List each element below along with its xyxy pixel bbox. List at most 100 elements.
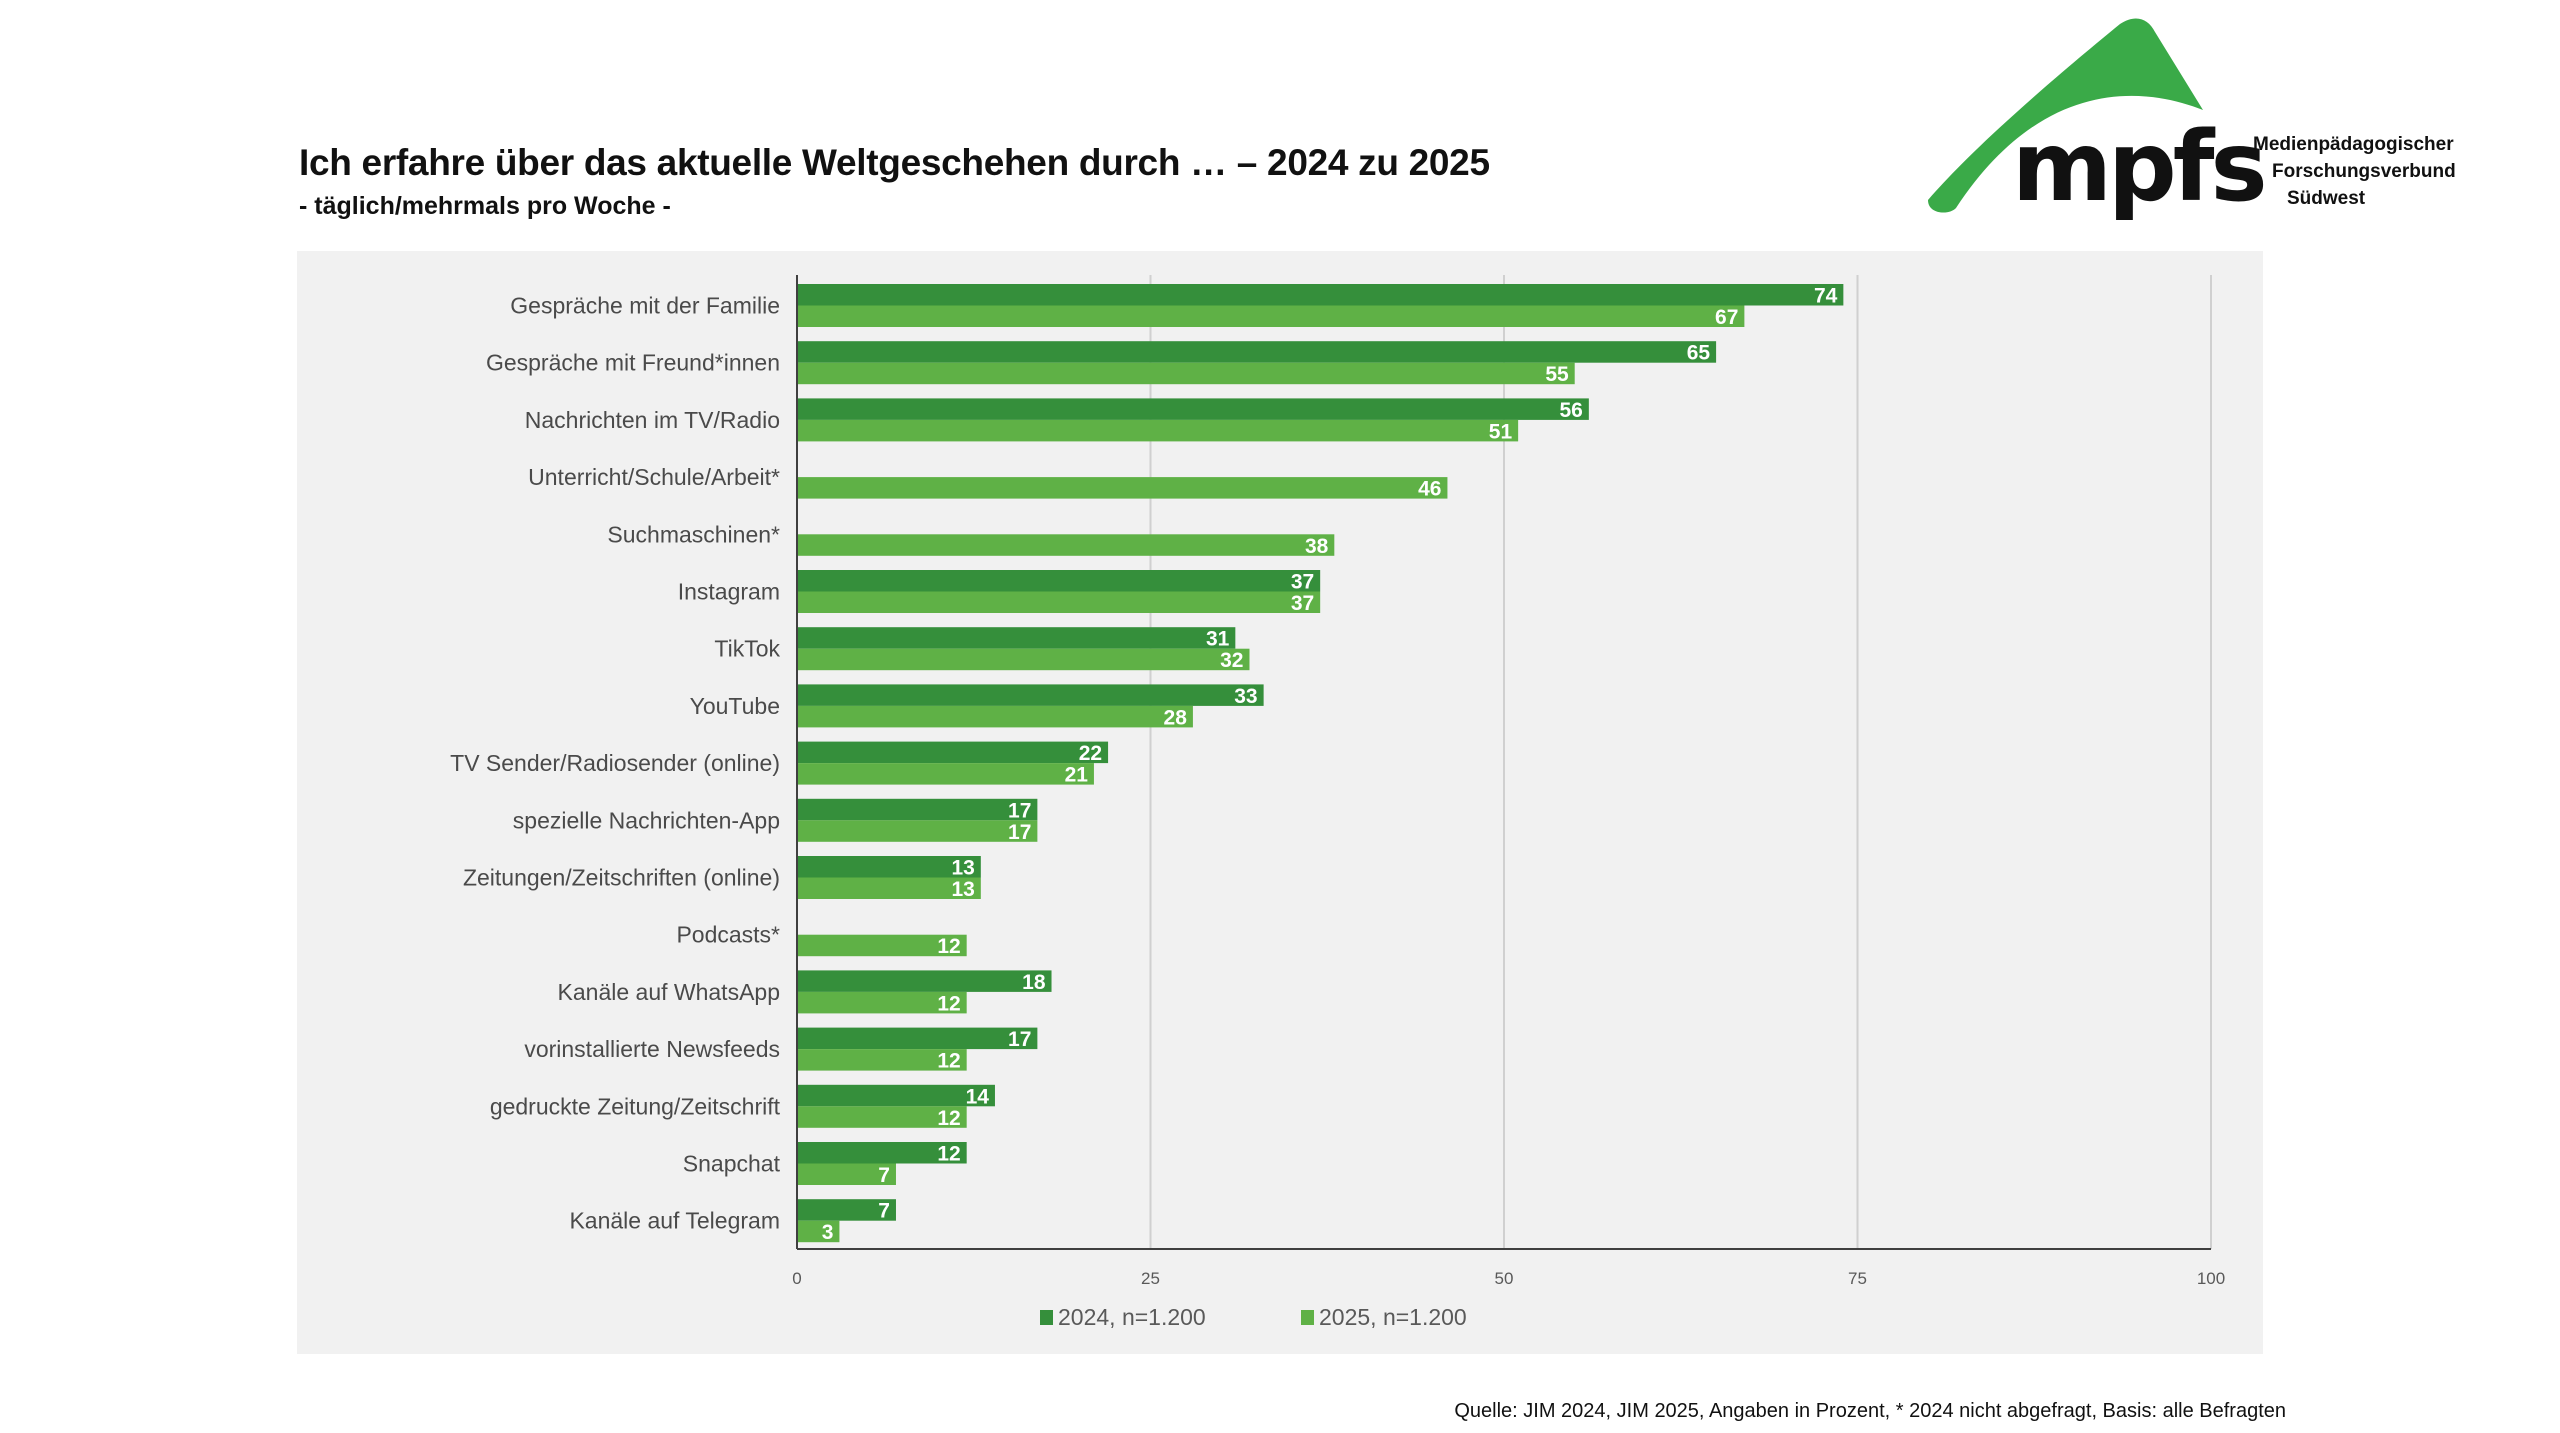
bar-2024 bbox=[797, 1084, 995, 1107]
x-tick-label: 100 bbox=[2197, 1269, 2225, 1288]
legend-swatch-2025 bbox=[1301, 1310, 1314, 1325]
x-tick-label: 25 bbox=[1141, 1269, 1160, 1288]
bar-2024 bbox=[797, 341, 1717, 363]
x-tick-label: 75 bbox=[1848, 1269, 1867, 1288]
value-label: 37 bbox=[1291, 571, 1314, 594]
value-label: 12 bbox=[937, 1143, 960, 1166]
logo-wordmark: mpfs bbox=[2012, 111, 2264, 223]
bar-2024 bbox=[797, 1142, 967, 1164]
bar-2025 bbox=[797, 477, 1448, 499]
category-label: Unterricht/Schule/Arbeit* bbox=[528, 464, 780, 490]
value-label: 17 bbox=[1008, 1028, 1031, 1051]
category-label: Suchmaschinen* bbox=[607, 521, 780, 547]
bar-2025 bbox=[797, 763, 1094, 785]
value-label: 67 bbox=[1715, 306, 1738, 329]
value-label: 7 bbox=[878, 1164, 890, 1187]
x-tick-label: 50 bbox=[1495, 1269, 1514, 1288]
category-label: TV Sender/Radiosender (online) bbox=[450, 750, 780, 776]
legend-item-2025: 2025, n=1.200 bbox=[1301, 1304, 1467, 1331]
legend-label-2025: 2025, n=1.200 bbox=[1319, 1304, 1467, 1330]
bar-2025 bbox=[797, 419, 1519, 442]
category-label: TikTok bbox=[714, 636, 780, 662]
bar-2025 bbox=[797, 1049, 967, 1071]
bar-2025 bbox=[797, 362, 1575, 385]
bar-2024 bbox=[797, 970, 1052, 992]
bar-2025 bbox=[797, 1106, 967, 1128]
category-label: spezielle Nachrichten-App bbox=[513, 807, 780, 833]
bar-2025 bbox=[797, 991, 967, 1014]
value-label: 74 bbox=[1814, 285, 1838, 308]
mpfs-logo: mpfs Medienpädagogischer Forschungsverbu… bbox=[1920, 10, 2520, 230]
value-label: 17 bbox=[1008, 821, 1031, 844]
value-label: 38 bbox=[1305, 535, 1329, 558]
value-label: 21 bbox=[1065, 764, 1089, 787]
value-label: 13 bbox=[951, 857, 974, 880]
bar-2025 bbox=[797, 591, 1321, 613]
value-label: 18 bbox=[1022, 971, 1046, 994]
category-label: Gespräche mit Freund*innen bbox=[486, 350, 780, 376]
value-label: 56 bbox=[1559, 399, 1582, 422]
legend-swatch-2024 bbox=[1040, 1310, 1053, 1325]
bar-2025 bbox=[797, 934, 967, 957]
bar-2024 bbox=[797, 856, 981, 878]
legend-item-2024: 2024, n=1.200 bbox=[1040, 1304, 1206, 1331]
category-label: Kanäle auf Telegram bbox=[569, 1208, 780, 1234]
value-label: 55 bbox=[1545, 363, 1569, 386]
bar-2025 bbox=[797, 305, 1745, 327]
value-label: 28 bbox=[1164, 706, 1188, 729]
logo-line-2: Forschungsverbund bbox=[2272, 161, 2456, 182]
logo-arc-icon: mpfs bbox=[1928, 18, 2268, 223]
bar-2025 bbox=[797, 820, 1038, 842]
logo-line-1: Medienpädagogischer bbox=[2253, 134, 2454, 155]
value-label: 65 bbox=[1687, 342, 1711, 365]
value-label: 13 bbox=[951, 878, 974, 901]
value-label: 31 bbox=[1206, 628, 1230, 651]
value-label: 12 bbox=[937, 992, 960, 1015]
source-note: Quelle: JIM 2024, JIM 2025, Angaben in P… bbox=[1454, 1400, 2286, 1422]
category-label: vorinstallierte Newsfeeds bbox=[524, 1036, 780, 1062]
bar-2025 bbox=[797, 877, 981, 899]
category-label: Snapchat bbox=[683, 1151, 781, 1177]
category-label: Zeitungen/Zeitschriften (online) bbox=[463, 865, 780, 891]
value-label: 33 bbox=[1234, 685, 1257, 708]
value-label: 14 bbox=[966, 1085, 990, 1108]
bar-2024 bbox=[797, 284, 1844, 306]
bar-2024 bbox=[797, 1199, 896, 1221]
chart-subtitle: - täglich/mehrmals pro Woche - bbox=[299, 192, 671, 220]
value-label: 12 bbox=[937, 935, 960, 958]
bar-2024 bbox=[797, 798, 1038, 821]
legend-label-2024: 2024, n=1.200 bbox=[1058, 1304, 1206, 1330]
category-label: Podcasts* bbox=[676, 922, 780, 948]
x-tick-label: 0 bbox=[792, 1269, 801, 1288]
category-label: gedruckte Zeitung/Zeitschrift bbox=[490, 1093, 781, 1119]
bar-2024 bbox=[797, 684, 1264, 706]
bar-2025 bbox=[797, 1220, 840, 1243]
value-label: 3 bbox=[822, 1221, 834, 1244]
bar-2025 bbox=[797, 648, 1250, 671]
value-label: 12 bbox=[937, 1050, 960, 1073]
value-label: 7 bbox=[878, 1200, 890, 1223]
category-label: Gespräche mit der Familie bbox=[510, 293, 780, 319]
bar-2025 bbox=[797, 534, 1335, 556]
logo-line-3: Südwest bbox=[2287, 188, 2366, 209]
bar-2024 bbox=[797, 1027, 1038, 1050]
value-label: 17 bbox=[1008, 799, 1031, 822]
category-label: Instagram bbox=[678, 579, 780, 605]
value-label: 51 bbox=[1489, 420, 1513, 443]
category-label: YouTube bbox=[690, 693, 780, 719]
value-label: 46 bbox=[1418, 478, 1441, 501]
bar-2025 bbox=[797, 1163, 896, 1185]
bar-2024 bbox=[797, 570, 1321, 592]
bar-2024 bbox=[797, 627, 1236, 649]
value-label: 37 bbox=[1291, 592, 1314, 615]
category-label: Nachrichten im TV/Radio bbox=[525, 407, 780, 433]
bar-2025 bbox=[797, 705, 1193, 728]
value-label: 22 bbox=[1079, 742, 1102, 765]
bar-2024 bbox=[797, 741, 1109, 764]
value-label: 32 bbox=[1220, 649, 1243, 672]
value-label: 12 bbox=[937, 1107, 960, 1130]
chart-title: Ich erfahre über das aktuelle Weltgesche… bbox=[299, 142, 1490, 183]
bar-2024 bbox=[797, 398, 1589, 420]
category-label: Kanäle auf WhatsApp bbox=[558, 979, 780, 1005]
